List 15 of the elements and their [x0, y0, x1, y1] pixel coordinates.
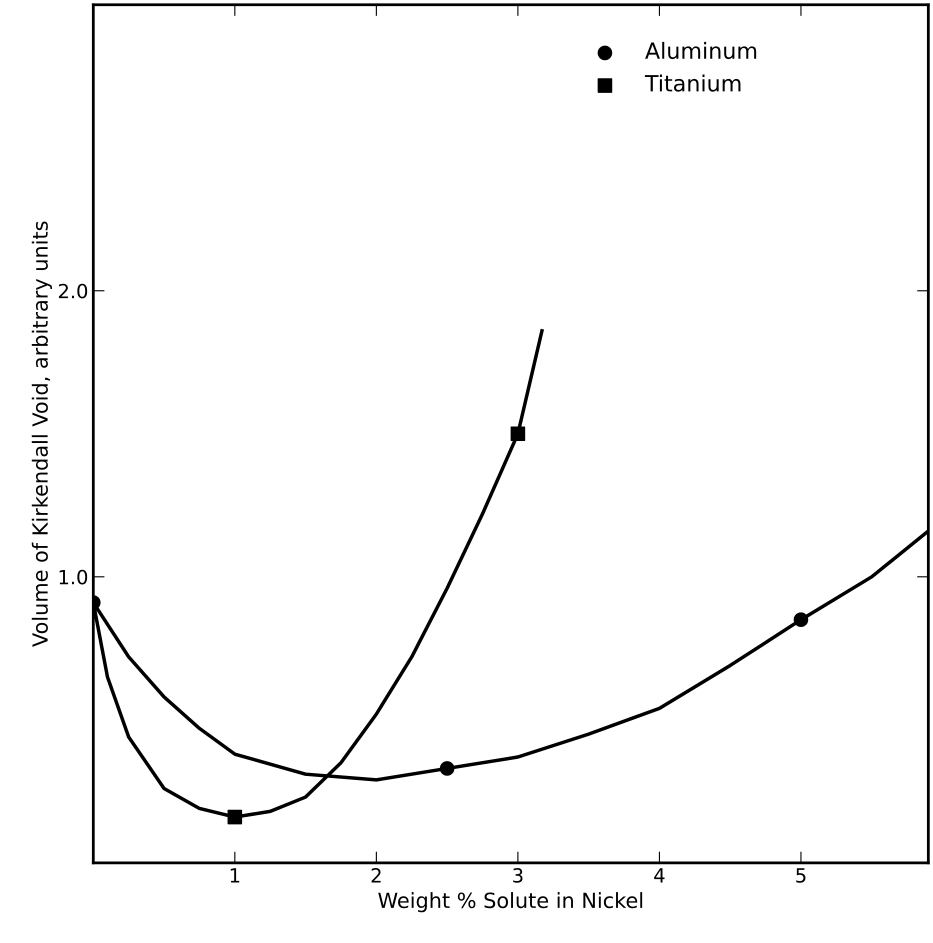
x-tick-label: 1 [230, 868, 240, 882]
y-tick-label: 1.0 [60, 570, 88, 584]
y-tick-label: 2.0 [58, 284, 88, 298]
legend-label: Titanium [644, 74, 740, 92]
y-axis-title: Volume of Kirkendall Void, arbitrary units [32, 222, 52, 647]
point [440, 761, 454, 776]
x-tick-label: 3 [513, 868, 523, 883]
x-tick-label: 4 [654, 868, 665, 882]
point [510, 426, 526, 442]
legend-label: Aluminum [645, 42, 756, 60]
x-axis-title: Weight % Solute in Nickel [378, 892, 642, 912]
point [228, 810, 242, 824]
x-tick-label: 2 [372, 868, 381, 882]
point [794, 612, 808, 627]
x-tick-label: 5 [796, 868, 806, 883]
